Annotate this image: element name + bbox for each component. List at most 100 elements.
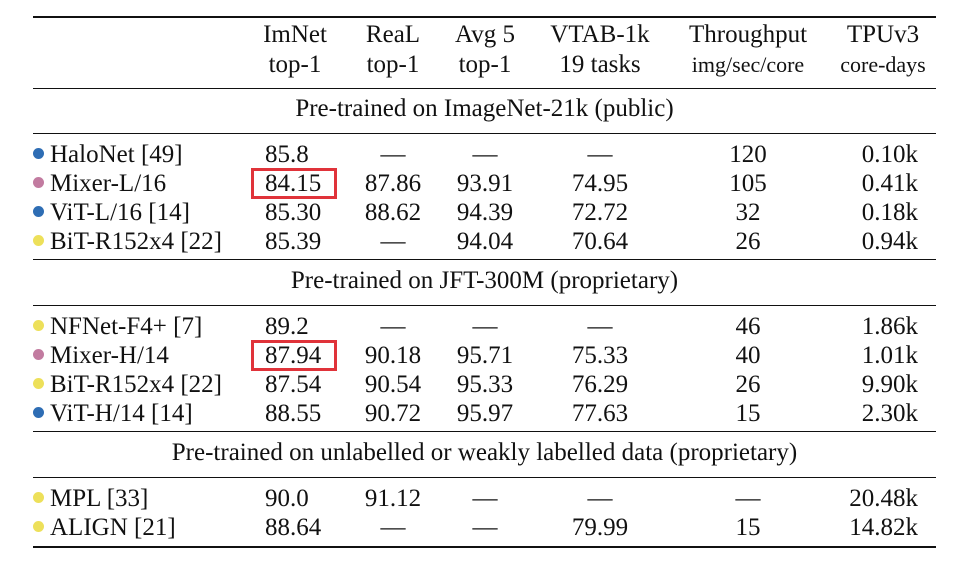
- table-cell: —: [472, 485, 498, 512]
- section-title-imagenet21k: Pre-trained on ImageNet-21k (public): [295, 95, 674, 122]
- header-throughput-line2: img/sec/core: [691, 52, 805, 77]
- method-name: Mixer-L/16: [50, 170, 167, 197]
- section-1-end-rule: [33, 259, 936, 260]
- section-2-title-rule: [33, 305, 936, 306]
- method-name: ALIGN [21]: [50, 514, 176, 541]
- legend-dot-icon: [33, 320, 44, 331]
- table-cell: —: [472, 514, 498, 541]
- table-cell: 95.71: [456, 342, 514, 369]
- table-cell: 15: [735, 400, 761, 427]
- table-cell: 9.90k: [861, 371, 918, 398]
- table-cell: —: [380, 141, 406, 168]
- table-cell: 87.54: [265, 371, 322, 398]
- header-tpu-line2: core-days: [840, 52, 926, 77]
- table-cell: 1.86k: [861, 313, 918, 340]
- legend-dot-icon: [33, 148, 44, 159]
- table-cell: 0.94k: [861, 228, 918, 255]
- table-cell: 0.10k: [861, 141, 918, 168]
- table-cell: 90.72: [364, 400, 422, 427]
- table-cell: 26: [735, 228, 761, 255]
- table-cell: 88.62: [364, 199, 422, 226]
- method-name: BiT-R152x4 [22]: [50, 228, 222, 255]
- table-cell: 75.33: [571, 342, 629, 369]
- table-row-method: ALIGN [21]: [33, 513, 176, 542]
- method-name: MPL [33]: [50, 485, 149, 512]
- table-cell: 26: [735, 371, 761, 398]
- results-table: ImNet top-1 ReaL top-1 Avg 5 top-1 VTAB-…: [33, 16, 936, 548]
- table-cell: 74.95: [571, 170, 629, 197]
- table-cell: 89.2: [265, 313, 309, 340]
- section-3-title-rule: [33, 477, 936, 478]
- header-tpu: TPUv3 core-days: [831, 20, 935, 80]
- table-cell: 90.54: [364, 371, 422, 398]
- bottom-rule: [33, 546, 936, 548]
- legend-dot-icon: [33, 521, 44, 532]
- table-cell: 0.18k: [861, 199, 918, 226]
- table-cell: 84.15: [265, 170, 322, 197]
- header-tpu-line1: TPUv3: [846, 21, 920, 48]
- table-cell: —: [472, 141, 498, 168]
- header-vtab: VTAB-1k 19 tasks: [535, 20, 665, 80]
- table-row-method: NFNet-F4+ [7]: [33, 312, 202, 341]
- table-cell: 72.72: [571, 199, 629, 226]
- method-name: NFNet-F4+ [7]: [50, 313, 203, 340]
- header-avg5: Avg 5 top-1: [441, 20, 529, 80]
- table-cell: 88.64: [265, 514, 322, 541]
- header-imnet: ImNet top-1: [249, 20, 341, 80]
- header-rule: [33, 88, 936, 89]
- header-real-line1: ReaL: [365, 21, 421, 48]
- method-name: ViT-H/14 [14]: [50, 400, 193, 427]
- header-throughput: Throughput img/sec/core: [675, 20, 821, 80]
- highlight-box: [251, 168, 337, 199]
- table-cell: 32: [735, 199, 761, 226]
- table-cell: —: [587, 313, 613, 340]
- section-2-end-rule: [33, 431, 936, 432]
- section-title-weakly-labelled: Pre-trained on unlabelled or weakly labe…: [171, 439, 798, 466]
- table-cell: 79.99: [571, 514, 629, 541]
- table-cell: 120: [729, 141, 767, 168]
- table-cell: 88.55: [265, 400, 322, 427]
- table-cell: 90.0: [265, 485, 309, 512]
- header-imnet-line1: ImNet: [263, 21, 327, 48]
- table-cell: 70.64: [571, 228, 629, 255]
- top-rule: [33, 16, 936, 18]
- table-cell: 85.30: [265, 199, 322, 226]
- legend-dot-icon: [33, 407, 44, 418]
- header-avg5-line1: Avg 5: [455, 21, 515, 48]
- table-cell: 94.04: [456, 228, 514, 255]
- header-real: ReaL top-1: [351, 20, 435, 80]
- legend-dot-icon: [33, 492, 44, 503]
- table-cell: 2.30k: [861, 400, 918, 427]
- table-cell: 14.82k: [849, 514, 918, 541]
- method-name: Mixer-H/14: [50, 342, 169, 369]
- table-cell: 20.48k: [849, 485, 918, 512]
- table-cell: 0.41k: [861, 170, 918, 197]
- legend-dot-icon: [33, 235, 44, 246]
- table-cell: 94.39: [456, 199, 514, 226]
- table-cell: —: [735, 485, 761, 512]
- method-name: BiT-R152x4 [22]: [50, 371, 222, 398]
- table-cell: 77.63: [571, 400, 629, 427]
- table-row-method: HaloNet [49]: [33, 140, 183, 169]
- table-cell: —: [380, 514, 406, 541]
- table-row-method: Mixer-L/16: [33, 169, 166, 198]
- header-real-line2: top-1: [366, 51, 420, 78]
- table-cell: 105: [729, 170, 767, 197]
- table-cell: —: [380, 228, 406, 255]
- highlight-box: [251, 340, 337, 371]
- table-cell: 87.94: [265, 342, 322, 369]
- table-cell: —: [587, 485, 613, 512]
- table-cell: 90.18: [364, 342, 422, 369]
- table-cell: 87.86: [364, 170, 422, 197]
- method-name: ViT-L/16 [14]: [50, 199, 190, 226]
- legend-dot-icon: [33, 349, 44, 360]
- table-cell: 93.91: [456, 170, 514, 197]
- table-row-method: Mixer-H/14: [33, 341, 169, 370]
- table-cell: 85.39: [265, 228, 322, 255]
- header-vtab-line1: VTAB-1k: [550, 21, 650, 48]
- section-1-title-rule: [33, 133, 936, 134]
- table-cell: —: [472, 313, 498, 340]
- header-avg5-line2: top-1: [458, 51, 512, 78]
- header-imnet-line2: top-1: [268, 51, 322, 78]
- table-row-method: ViT-H/14 [14]: [33, 399, 193, 428]
